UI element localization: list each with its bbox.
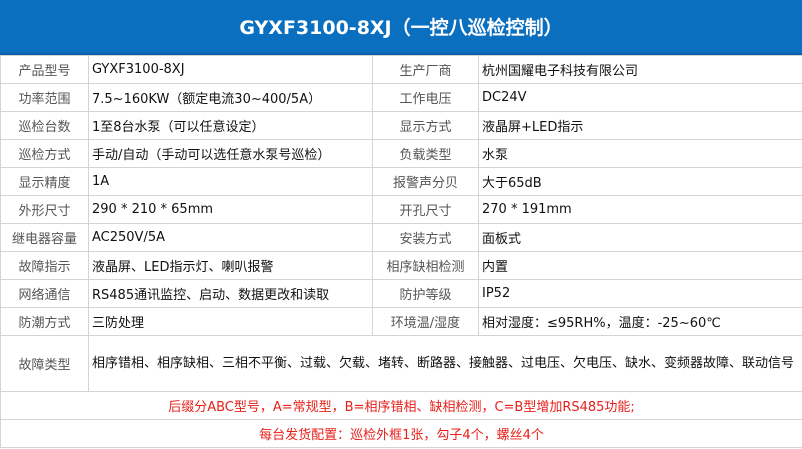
spec-label: 显示精度 xyxy=(0,167,89,196)
spec-value: 液晶屏、LED指示灯、喇叭报警 xyxy=(88,251,373,280)
spec-value: 相对湿度：≤95RH%，温度：-25~60℃ xyxy=(478,307,802,336)
spec-label: 安装方式 xyxy=(372,223,479,252)
spec-value: 水泵 xyxy=(478,139,802,168)
spec-row: 防潮方式 三防处理 环境温/湿度 相对湿度：≤95RH%，温度：-25~60℃ xyxy=(0,307,802,336)
spec-row: 网络通信 RS485通讯监控、启动、数据更改和读取 防护等级 IP52 xyxy=(0,279,802,308)
spec-label: 外形尺寸 xyxy=(0,195,89,224)
spec-row: 巡检台数 1至8台水泵（可以任意设定） 显示方式 液晶屏+LED指示 xyxy=(0,111,802,140)
spec-row: 显示精度 1A 报警声分贝 大于65dB xyxy=(0,167,802,196)
spec-label: 网络通信 xyxy=(0,279,89,308)
spec-label: 报警声分贝 xyxy=(372,167,479,196)
spec-value: 1至8台水泵（可以任意设定） xyxy=(88,111,373,140)
spec-table: 产品型号 GYXF3100-8XJ 生产厂商 杭州国耀电子科技有限公司 功率范围… xyxy=(0,55,802,448)
spec-label: 开孔尺寸 xyxy=(372,195,479,224)
spec-value: 手动/自动（手动可以选任意水泵号巡检） xyxy=(88,139,373,168)
note-row: 每台发货配置：巡检外框1张，勾子4个，螺丝4个 xyxy=(0,419,802,448)
spec-value: 1A xyxy=(88,167,373,196)
spec-label: 故障指示 xyxy=(0,251,89,280)
spec-row: 外形尺寸 290 * 210 * 65mm 开孔尺寸 270 * 191mm xyxy=(0,195,802,224)
spec-value: 面板式 xyxy=(478,223,802,252)
spec-value: 内置 xyxy=(478,251,802,280)
spec-label: 防护等级 xyxy=(372,279,479,308)
spec-row: 继电器容量 AC250V/5A 安装方式 面板式 xyxy=(0,223,802,252)
spec-label: 环境温/湿度 xyxy=(372,307,479,336)
spec-value: 杭州国耀电子科技有限公司 xyxy=(478,55,802,84)
spec-label: 显示方式 xyxy=(372,111,479,140)
spec-label: 工作电压 xyxy=(372,83,479,112)
spec-value: 液晶屏+LED指示 xyxy=(478,111,802,140)
spec-label: 生产厂商 xyxy=(372,55,479,84)
spec-value: RS485通讯监控、启动、数据更改和读取 xyxy=(88,279,373,308)
spec-label: 巡检方式 xyxy=(0,139,89,168)
spec-label: 防潮方式 xyxy=(0,307,89,336)
note-row: 后缀分ABC型号，A=常规型，B=相序错相、缺相检测，C=B型增加RS485功能… xyxy=(0,391,802,420)
spec-value: 7.5~160KW（额定电流30~400/5A） xyxy=(88,83,373,112)
page-title: GYXF3100-8XJ（一控八巡检控制） xyxy=(0,0,802,55)
fault-type-label: 故障类型 xyxy=(0,335,89,392)
spec-label: 继电器容量 xyxy=(0,223,89,252)
spec-label: 产品型号 xyxy=(0,55,89,84)
spec-value: IP52 xyxy=(478,279,802,308)
spec-label: 功率范围 xyxy=(0,83,89,112)
spec-row: 故障指示 液晶屏、LED指示灯、喇叭报警 相序缺相检测 内置 xyxy=(0,251,802,280)
spec-label: 巡检台数 xyxy=(0,111,89,140)
spec-row: 产品型号 GYXF3100-8XJ 生产厂商 杭州国耀电子科技有限公司 xyxy=(0,55,802,84)
note-text: 每台发货配置：巡检外框1张，勾子4个，螺丝4个 xyxy=(0,419,802,448)
spec-label: 负载类型 xyxy=(372,139,479,168)
spec-value: 大于65dB xyxy=(478,167,802,196)
spec-value: DC24V xyxy=(478,83,802,112)
spec-value: 290 * 210 * 65mm xyxy=(88,195,373,224)
spec-value: 三防处理 xyxy=(88,307,373,336)
spec-row: 功率范围 7.5~160KW（额定电流30~400/5A） 工作电压 DC24V xyxy=(0,83,802,112)
note-text: 后缀分ABC型号，A=常规型，B=相序错相、缺相检测，C=B型增加RS485功能… xyxy=(0,391,802,420)
spec-label: 相序缺相检测 xyxy=(372,251,479,280)
spec-value: AC250V/5A xyxy=(88,223,373,252)
spec-value: 270 * 191mm xyxy=(478,195,802,224)
spec-row: 巡检方式 手动/自动（手动可以选任意水泵号巡检） 负载类型 水泵 xyxy=(0,139,802,168)
fault-type-value: 相序错相、相序缺相、三相不平衡、过载、欠载、堵转、断路器、接触器、过电压、欠电压… xyxy=(88,335,802,392)
fault-type-row: 故障类型 相序错相、相序缺相、三相不平衡、过载、欠载、堵转、断路器、接触器、过电… xyxy=(0,335,802,392)
spec-value: GYXF3100-8XJ xyxy=(88,55,373,84)
